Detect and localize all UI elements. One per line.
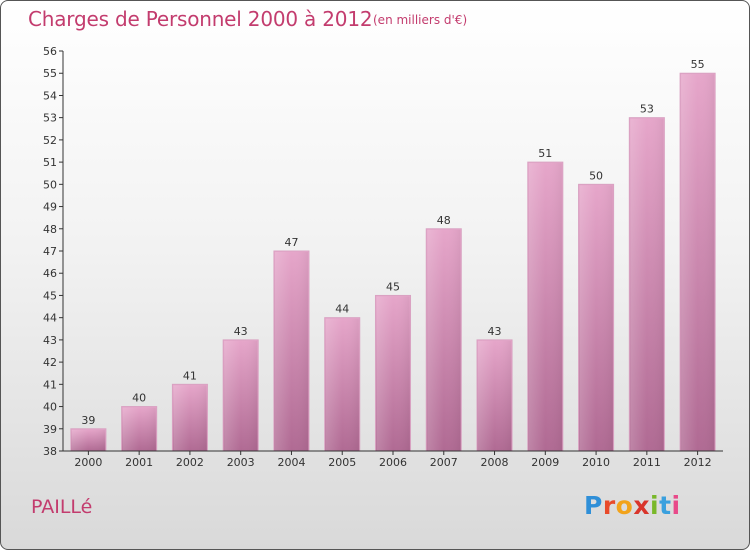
- bar-highlight: [681, 74, 715, 451]
- y-tick-label: 42: [43, 356, 57, 369]
- bar-highlight: [376, 296, 410, 451]
- bar-value-label: 53: [640, 103, 654, 116]
- x-tick-label: 2010: [582, 456, 610, 469]
- x-tick-label: 2003: [227, 456, 255, 469]
- chart-subtitle: (en milliers d'€): [373, 13, 468, 27]
- x-tick-label: 2007: [430, 456, 458, 469]
- x-tick-label: 2009: [531, 456, 559, 469]
- bar-value-label: 45: [386, 280, 400, 293]
- bar-value-label: 39: [81, 414, 95, 427]
- bar-highlight: [122, 407, 156, 451]
- logo-letter: i: [650, 491, 660, 520]
- x-axis: 2000 2001 2002 2003 2004 2005 2006 2007 2008 2009…: [63, 450, 723, 469]
- y-tick-label: 41: [43, 378, 57, 391]
- x-tick-label: 2006: [379, 456, 407, 469]
- bar-value-label: 55: [691, 58, 705, 71]
- bar-value-label: 43: [488, 325, 502, 338]
- bar-value-label: 43: [234, 325, 248, 338]
- bar-value-label: 44: [335, 303, 349, 316]
- bar-highlight: [427, 229, 461, 451]
- bars: 39 40 41 43 47 44 45 48 43 51 50 53 55: [70, 58, 716, 452]
- y-tick-label: 39: [43, 423, 57, 436]
- y-tick-label: 55: [43, 67, 57, 80]
- bar-highlight: [71, 429, 105, 451]
- bar-value-label: 50: [589, 169, 603, 182]
- logo-letter: P: [584, 491, 603, 520]
- y-tick-label: 50: [43, 178, 57, 191]
- y-tick-label: 44: [43, 312, 57, 325]
- logo-letter: t: [659, 491, 672, 520]
- bar-highlight: [325, 318, 359, 451]
- logo-letter: x: [633, 491, 650, 520]
- bar-highlight: [274, 252, 308, 451]
- x-tick-label: 2005: [328, 456, 356, 469]
- y-tick-label: 56: [43, 45, 57, 58]
- bar-value-label: 41: [183, 369, 197, 382]
- chart-title: Charges de Personnel 2000 à 2012: [28, 7, 373, 31]
- y-tick-label: 38: [43, 445, 57, 458]
- x-tick-label: 2011: [633, 456, 661, 469]
- y-tick-label: 47: [43, 245, 57, 258]
- bar-value-label: 51: [538, 147, 552, 160]
- y-tick-label: 52: [43, 134, 57, 147]
- y-tick-label: 45: [43, 289, 57, 302]
- x-tick-label: 2004: [277, 456, 305, 469]
- logo-letter: i: [671, 491, 681, 520]
- x-tick-label: 2001: [125, 456, 153, 469]
- bar-highlight: [579, 185, 613, 452]
- bar-value-label: 47: [284, 236, 298, 249]
- bar-highlight: [630, 118, 664, 452]
- x-tick-label: 2002: [176, 456, 204, 469]
- y-tick-label: 54: [43, 89, 57, 102]
- bar-highlight: [528, 163, 562, 451]
- x-tick-label: 2000: [74, 456, 102, 469]
- y-axis: 38 39 40 41 42 43 44 45 46 47 48 49 50 51 52 53 54 55 56: [43, 45, 64, 458]
- y-tick-label: 48: [43, 223, 57, 236]
- x-tick-label: 2012: [684, 456, 712, 469]
- bar-highlight: [478, 340, 512, 451]
- logo-letter: r: [602, 491, 616, 520]
- logo-letter: o: [615, 491, 634, 520]
- bar-value-label: 48: [437, 214, 451, 227]
- proxiti-logo: Proxiti: [584, 491, 681, 520]
- bar-highlight: [173, 385, 207, 451]
- commune-name: PAILLé: [31, 496, 93, 518]
- y-tick-label: 53: [43, 112, 57, 125]
- bar-value-label: 40: [132, 392, 146, 405]
- y-tick-label: 43: [43, 334, 57, 347]
- x-tick-label: 2008: [481, 456, 509, 469]
- bar-highlight: [224, 340, 258, 451]
- y-tick-label: 46: [43, 267, 57, 280]
- y-tick-label: 49: [43, 201, 57, 214]
- y-tick-label: 40: [43, 401, 57, 414]
- y-tick-label: 51: [43, 156, 57, 169]
